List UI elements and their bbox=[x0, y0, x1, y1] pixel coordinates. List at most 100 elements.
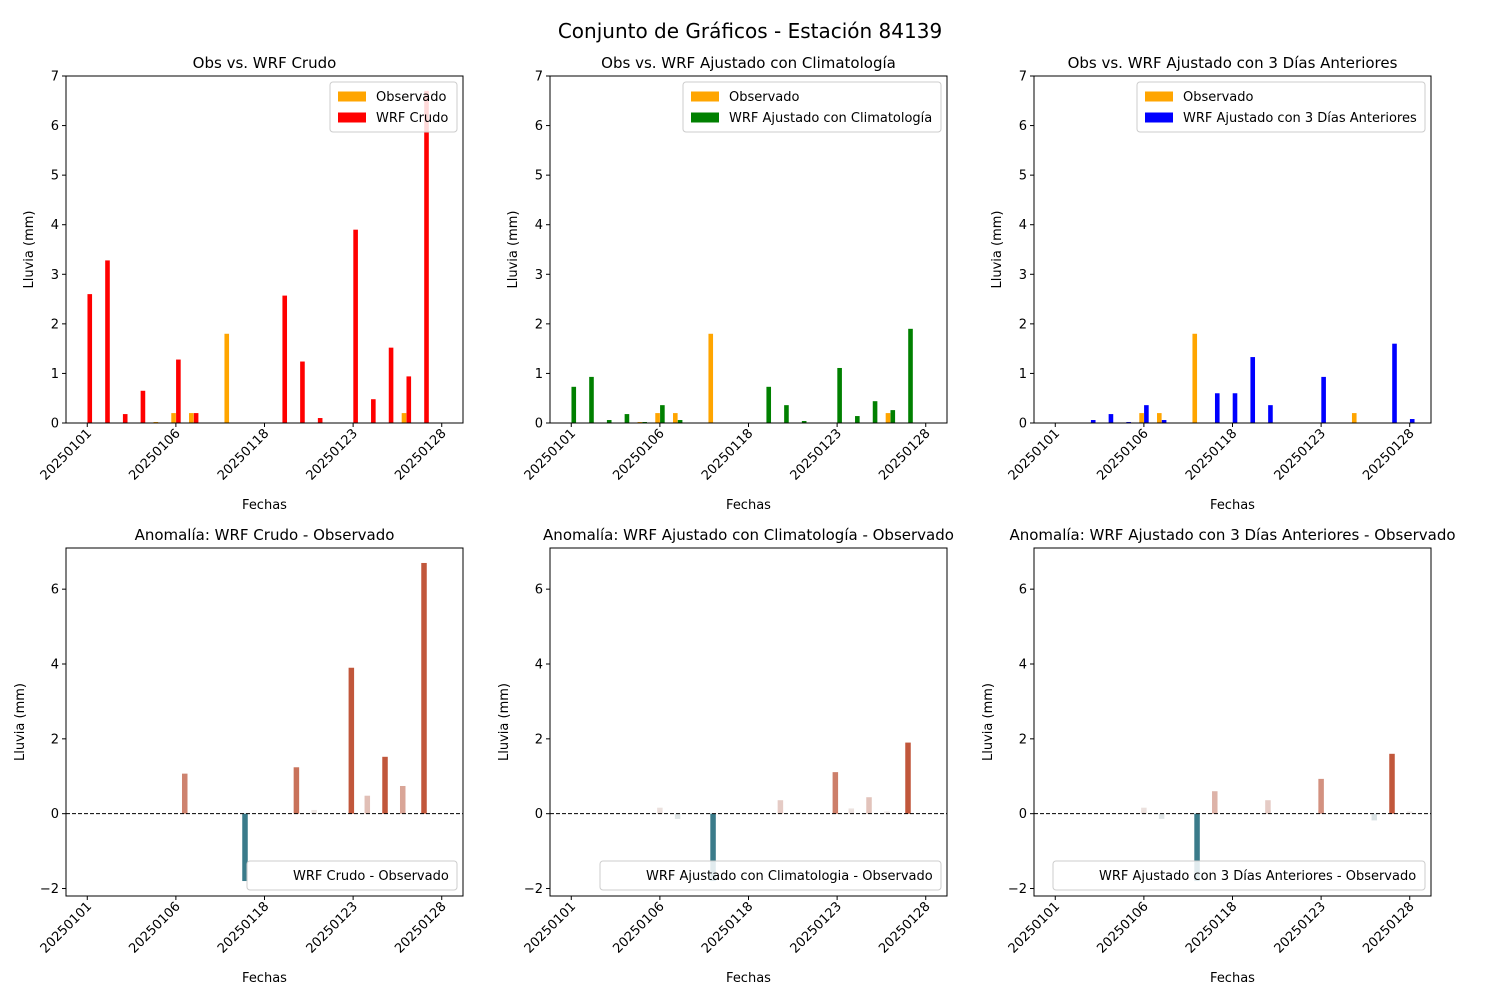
bar-wrf bbox=[872, 401, 878, 423]
x-ticks: 20250101 20250106 20250118 20250123 20250128 bbox=[522, 423, 934, 484]
y-tick-label: 2 bbox=[51, 317, 59, 332]
bar-wrf bbox=[388, 347, 394, 423]
bar-wrf bbox=[1090, 420, 1096, 423]
x-axis-label: Fechas bbox=[242, 971, 287, 986]
bars bbox=[1090, 333, 1415, 423]
legend: WRF Ajustado con 3 Días Anteriores - Obs… bbox=[1052, 860, 1426, 891]
y-tick-label: 6 bbox=[51, 583, 59, 598]
axes-frame bbox=[549, 547, 948, 897]
x-tick-label: 20250101 bbox=[1006, 899, 1063, 956]
x-tick-label: 20250106 bbox=[1094, 426, 1151, 483]
y-tick-label: 6 bbox=[535, 119, 543, 134]
anomaly-bar bbox=[1158, 813, 1165, 819]
anomaly-bar bbox=[674, 813, 681, 819]
y-ticks: −2 0 2 4 6 bbox=[524, 583, 550, 897]
y-tick-label: 5 bbox=[1019, 169, 1027, 184]
bar-wrf bbox=[1392, 343, 1397, 423]
x-tick-label: 20250101 bbox=[522, 899, 579, 956]
anomaly-bar bbox=[1389, 753, 1395, 814]
bar-observed bbox=[1192, 333, 1198, 423]
bar-observed bbox=[673, 413, 678, 423]
legend-label: Observado bbox=[376, 90, 447, 105]
panel-title: Obs vs. WRF Crudo bbox=[193, 54, 337, 72]
anomaly-bar bbox=[1141, 807, 1147, 814]
bars bbox=[87, 90, 429, 423]
bar-observed bbox=[708, 333, 714, 423]
legend-box bbox=[599, 860, 942, 891]
bar-wrf bbox=[1250, 357, 1256, 423]
y-ticks: 0 1 2 3 4 5 6 7 bbox=[51, 70, 66, 432]
panel-title: Anomalía: WRF Ajustado con Climatología … bbox=[543, 526, 954, 544]
bar-observed bbox=[885, 413, 891, 423]
anomaly-bar bbox=[181, 773, 188, 814]
bar-wrf bbox=[406, 376, 412, 423]
panel-title: Anomalía: WRF Crudo - Observado bbox=[135, 526, 395, 544]
y-tick-label: 4 bbox=[51, 218, 59, 233]
y-tick-label: 3 bbox=[1019, 268, 1027, 283]
anomaly-bar bbox=[1318, 778, 1324, 814]
bar-wrf bbox=[1144, 405, 1149, 423]
bar-wrf bbox=[105, 260, 110, 423]
legend-swatch bbox=[338, 91, 366, 102]
bar-wrf bbox=[1232, 393, 1238, 423]
x-tick-label: 20250128 bbox=[392, 899, 449, 956]
bar-wrf bbox=[1321, 376, 1326, 423]
x-tick-label: 20250118 bbox=[1183, 899, 1240, 956]
panel-5: Anomalía: WRF Ajustado con Climatología … bbox=[497, 526, 954, 986]
y-tick-label: 2 bbox=[1019, 732, 1027, 747]
anomaly-bar bbox=[199, 812, 206, 814]
bar-observed bbox=[189, 413, 194, 423]
y-tick-label: 7 bbox=[51, 70, 59, 85]
bars bbox=[657, 742, 911, 882]
anomaly-bar bbox=[1212, 791, 1218, 814]
legend: WRF Ajustado con Climatologia - Observad… bbox=[599, 860, 942, 891]
x-ticks: 20250101 20250106 20250118 20250123 20250128 bbox=[1006, 423, 1418, 484]
panel-2: Obs vs. WRF Ajustado con Climatología 0 1 2… bbox=[506, 54, 948, 513]
legend-label: Observado bbox=[1183, 90, 1254, 105]
legend-box bbox=[1052, 860, 1426, 891]
x-tick-label: 20250106 bbox=[610, 899, 667, 956]
bar-wrf bbox=[890, 410, 896, 423]
bar-wrf bbox=[1108, 414, 1114, 423]
anomaly-bar bbox=[382, 756, 388, 814]
y-tick-label: 2 bbox=[535, 317, 543, 332]
bar-wrf bbox=[660, 405, 665, 423]
x-ticks: 20250101 20250106 20250118 20250123 20250128 bbox=[38, 896, 450, 957]
bar-wrf bbox=[766, 386, 772, 423]
y-ticks: 0 1 2 3 4 5 6 7 bbox=[535, 70, 550, 432]
figure-title: Conjunto de Gráficos - Estación 84139 bbox=[558, 19, 942, 43]
y-tick-label: 4 bbox=[51, 658, 59, 673]
anomaly-bar bbox=[848, 808, 855, 814]
x-tick-label: 20250123 bbox=[788, 426, 845, 483]
x-tick-label: 20250128 bbox=[1360, 899, 1417, 956]
x-tick-label: 20250101 bbox=[38, 426, 95, 483]
y-tick-label: 6 bbox=[1019, 583, 1027, 598]
x-tick-label: 20250106 bbox=[610, 426, 667, 483]
y-axis-label: Lluvia (mm) bbox=[13, 683, 28, 761]
x-axis-label: Fechas bbox=[242, 498, 287, 513]
x-ticks: 20250101 20250106 20250118 20250123 20250128 bbox=[38, 423, 450, 484]
bar-wrf bbox=[300, 361, 305, 423]
legend-box bbox=[1136, 81, 1426, 133]
bar-wrf bbox=[624, 414, 630, 423]
bar-observed bbox=[655, 413, 660, 423]
anomaly-bar bbox=[795, 812, 801, 814]
legend-box bbox=[682, 81, 942, 133]
bar-wrf bbox=[855, 416, 860, 423]
bar-wrf bbox=[371, 399, 376, 423]
bar-wrf bbox=[837, 367, 842, 423]
y-tick-label: 7 bbox=[535, 70, 543, 85]
legend-label: WRF Ajustado con 3 Días Anteriores - Obs… bbox=[1099, 869, 1416, 884]
x-axis-label: Fechas bbox=[726, 498, 771, 513]
y-tick-label: 1 bbox=[1019, 367, 1027, 382]
legend-label: WRF Crudo bbox=[376, 111, 448, 126]
bar-wrf bbox=[606, 420, 612, 423]
anomaly-bar bbox=[1406, 811, 1413, 814]
bar-wrf bbox=[122, 414, 128, 423]
bar-wrf bbox=[1214, 393, 1220, 423]
bar-wrf bbox=[677, 420, 683, 423]
bar-wrf bbox=[140, 390, 146, 423]
